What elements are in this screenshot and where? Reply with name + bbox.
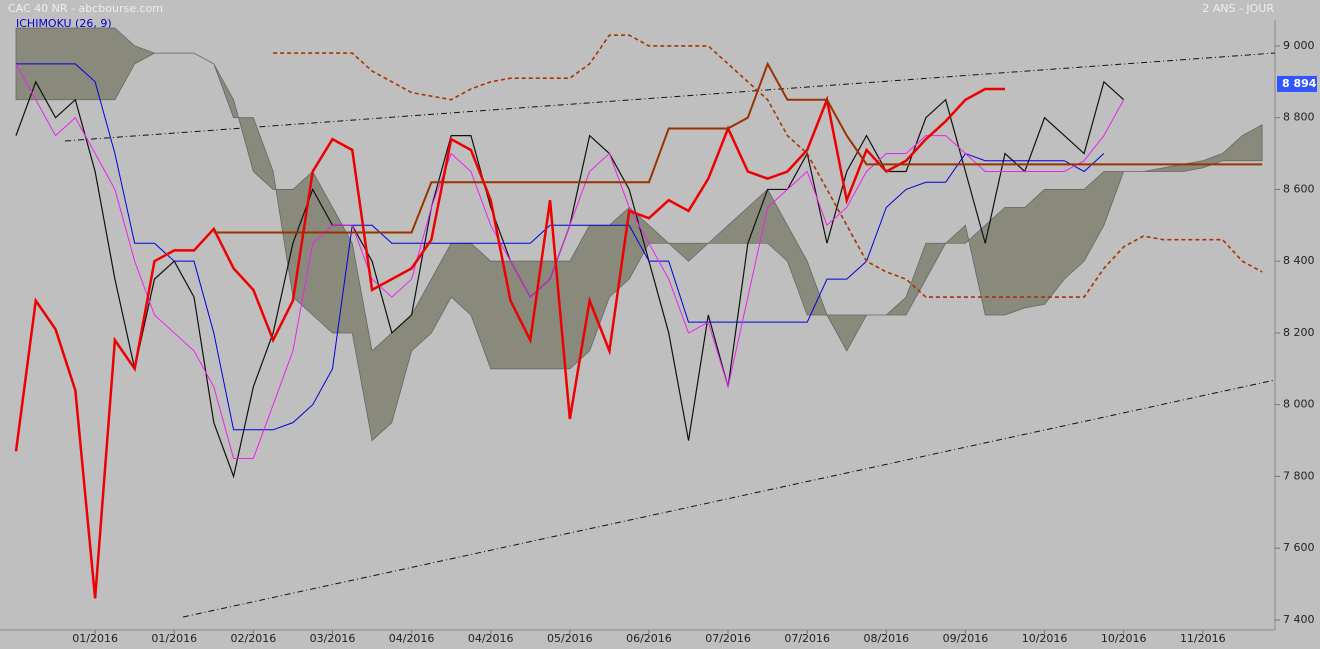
indicator-label: ICHIMOKU (26, 9) bbox=[16, 17, 112, 30]
trend-line bbox=[182, 379, 1276, 618]
last-price-box bbox=[1277, 75, 1317, 92]
y-tick-label: 8 800 bbox=[1283, 111, 1315, 124]
x-tick-label: 07/2016 bbox=[705, 632, 751, 645]
x-tick-label: 08/2016 bbox=[863, 632, 909, 645]
last-price-label: 8 894 bbox=[1282, 77, 1317, 90]
x-tick-label: 01/2016 bbox=[72, 632, 118, 645]
series-line bbox=[273, 34, 1263, 298]
series-line bbox=[16, 63, 1105, 431]
trend-line bbox=[64, 52, 1276, 142]
x-tick-label: 10/2016 bbox=[1022, 632, 1068, 645]
y-tick-label: 8 000 bbox=[1283, 398, 1315, 411]
chart-title: CAC 40 NR - abcbourse.com bbox=[8, 2, 163, 15]
y-tick-label: 8 200 bbox=[1283, 326, 1315, 339]
x-tick-label: 07/2016 bbox=[784, 632, 830, 645]
y-tick-label: 9 000 bbox=[1283, 39, 1315, 52]
chart-subtitle: 2 ANS - JOUR bbox=[1202, 2, 1274, 15]
ichimoku-cloud bbox=[15, 27, 1263, 442]
y-tick-label: 8 600 bbox=[1283, 182, 1315, 195]
x-tick-label: 10/2016 bbox=[1101, 632, 1147, 645]
x-tick-label: 04/2016 bbox=[389, 632, 435, 645]
x-tick-label: 02/2016 bbox=[231, 632, 277, 645]
x-tick-label: 09/2016 bbox=[943, 632, 989, 645]
x-tick-label: 05/2016 bbox=[547, 632, 593, 645]
y-tick-label: 8 400 bbox=[1283, 254, 1315, 267]
x-tick-label: 01/2016 bbox=[151, 632, 197, 645]
y-tick-label: 7 600 bbox=[1283, 541, 1315, 554]
x-tick-label: 11/2016 bbox=[1180, 632, 1226, 645]
series-line bbox=[15, 63, 1125, 460]
y-tick-label: 7 800 bbox=[1283, 469, 1315, 482]
x-tick-label: 06/2016 bbox=[626, 632, 672, 645]
series-line bbox=[14, 87, 1005, 599]
x-tick-label: 03/2016 bbox=[310, 632, 356, 645]
series-line bbox=[213, 61, 1263, 234]
y-tick-label: 7 400 bbox=[1283, 613, 1315, 626]
x-tick-label: 04/2016 bbox=[468, 632, 514, 645]
